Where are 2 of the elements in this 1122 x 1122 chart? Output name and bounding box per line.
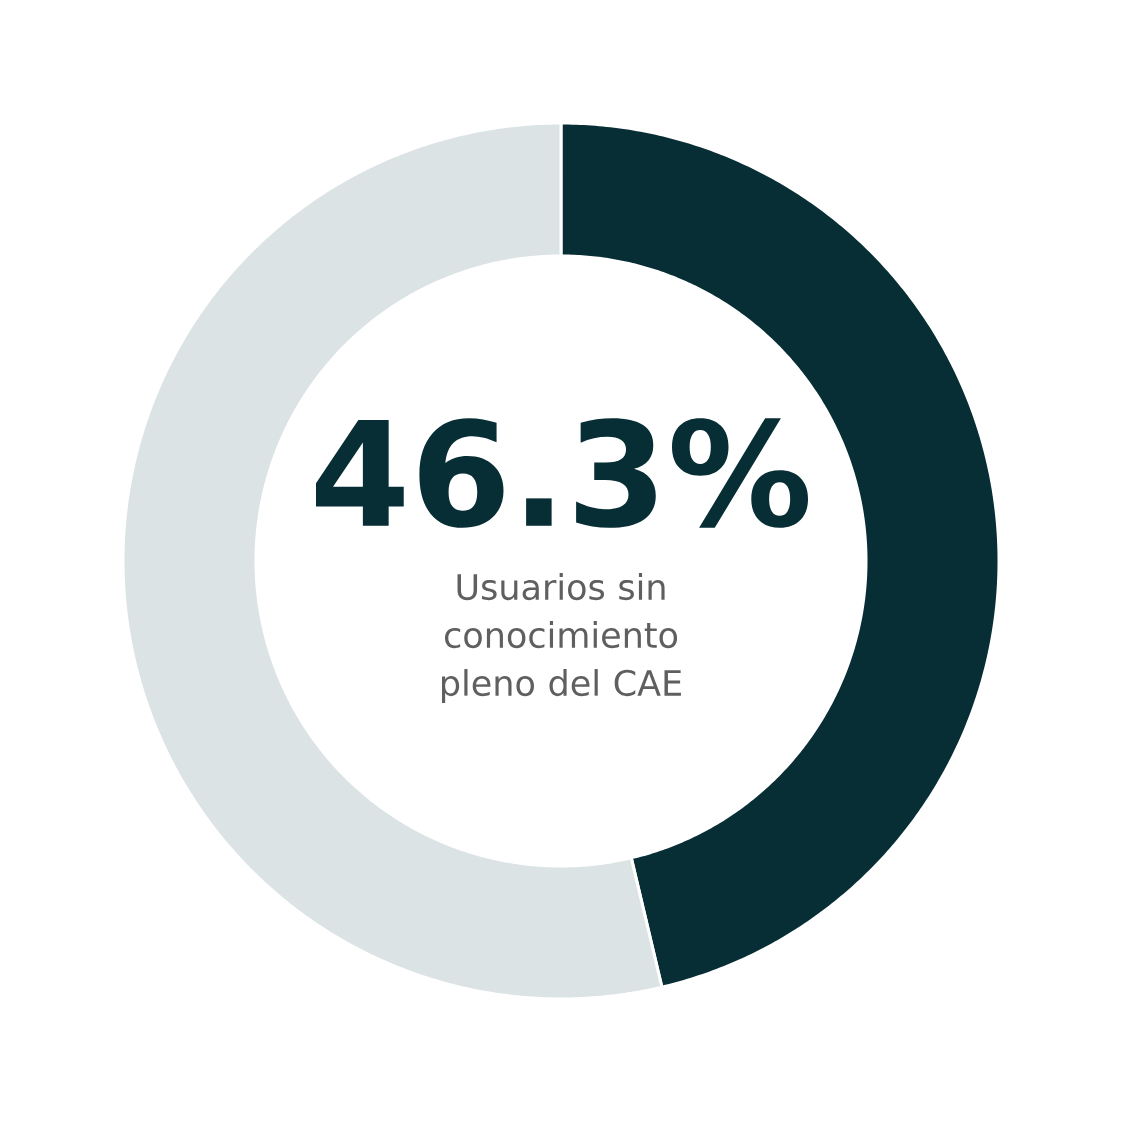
data-label: 46.3%	[316, 418, 809, 528]
text: Usuarios sin conocimiento pleno del CAE	[442, 573, 681, 703]
